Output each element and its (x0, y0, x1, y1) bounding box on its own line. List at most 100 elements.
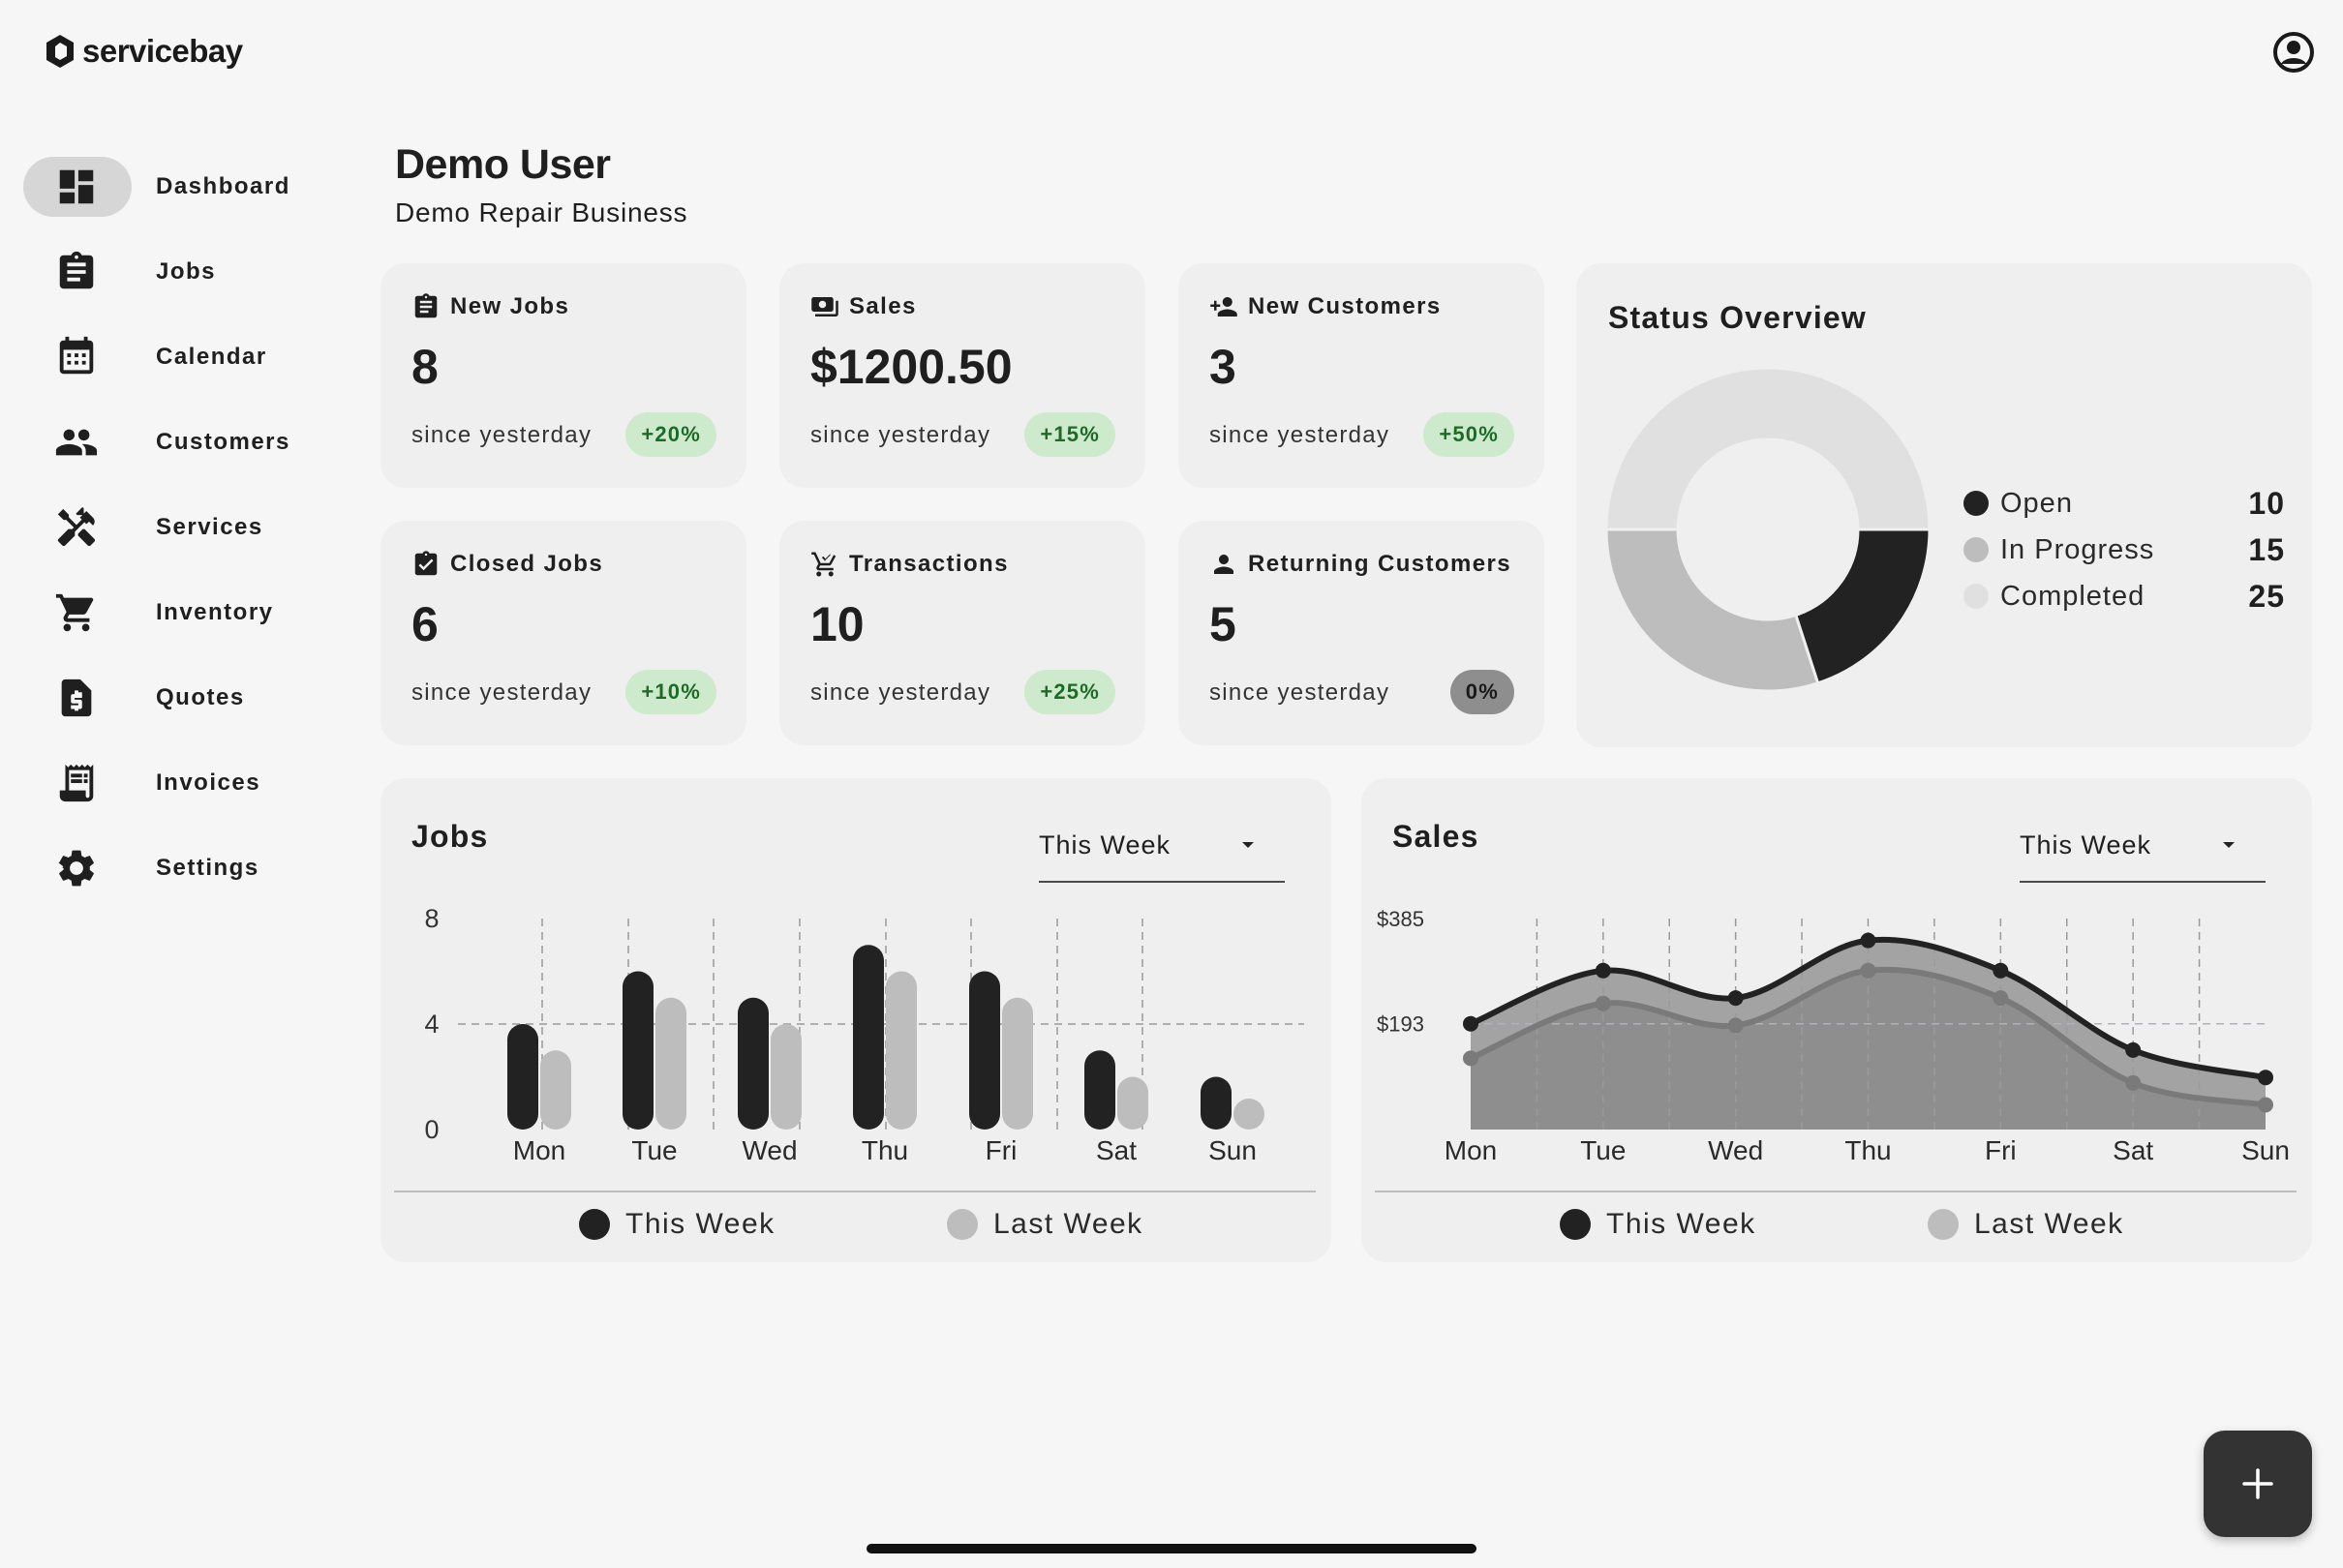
sidebar-item-services[interactable]: Services (21, 476, 331, 561)
stat-value: 8 (411, 340, 439, 394)
sidebar-item-label: Dashboard (156, 173, 290, 199)
legend-row-open: Open 10 (1963, 482, 2285, 525)
x-tick-label: Thu (1844, 1135, 1891, 1165)
legend-dot (1928, 1209, 1959, 1240)
legend-dot (1963, 584, 1989, 609)
period-select[interactable]: This Week (2020, 819, 2266, 883)
legend-dot (1963, 491, 1989, 516)
person-add-icon (1210, 297, 1237, 317)
clipboard-check-icon (414, 551, 438, 576)
legend-label: In Progress (2000, 533, 2155, 565)
legend-label: Last Week (1974, 1208, 2124, 1240)
x-tick-label: Wed (1708, 1135, 1763, 1165)
sidebar-item-inventory[interactable]: Inventory (21, 561, 331, 647)
home-indicator (867, 1544, 1476, 1553)
data-point (1993, 990, 2009, 1007)
x-tick-label: Fri (986, 1135, 1018, 1165)
x-tick-label: Fri (1985, 1135, 2017, 1165)
sidebar-nav: Dashboard Jobs Calendar Customers Servic… (21, 136, 331, 902)
stat-since-label: since yesterday (810, 422, 991, 448)
change-badge: +20% (625, 412, 716, 457)
stat-card-new-customers[interactable]: New Customers 3 since yesterday +50% (1178, 263, 1544, 488)
bar (969, 971, 1000, 1130)
bar (771, 1024, 802, 1130)
change-badge: +25% (1024, 670, 1115, 714)
x-tick-label: Sat (1096, 1135, 1137, 1165)
stat-card-transactions[interactable]: Transactions 10 since yesterday +25% (779, 521, 1145, 745)
x-tick-label: Wed (742, 1135, 797, 1165)
legend-label: This Week (625, 1208, 776, 1240)
stat-since-label: since yesterday (411, 422, 593, 448)
sidebar-item-quotes[interactable]: Quotes (21, 647, 331, 732)
x-tick-label: Sun (2241, 1135, 2290, 1165)
bar (1002, 997, 1033, 1130)
person-icon (1214, 555, 1233, 574)
sidebar-item-invoices[interactable]: Invoices (21, 732, 331, 817)
sidebar-item-dashboard[interactable]: Dashboard (21, 136, 331, 221)
sidebar-item-label: Calendar (156, 344, 267, 370)
stat-since-label: since yesterday (1209, 679, 1390, 706)
data-point (1595, 995, 1611, 1011)
account-icon[interactable] (2272, 31, 2315, 74)
gear-icon (58, 850, 94, 887)
period-select[interactable]: This Week (1039, 819, 1285, 883)
change-badge: +50% (1423, 412, 1514, 457)
chevron-down-icon (1242, 842, 1254, 848)
stat-value: 5 (1209, 597, 1236, 651)
sidebar-item-label: Inventory (156, 599, 274, 625)
data-point (2125, 1041, 2142, 1058)
data-point (2125, 1074, 2142, 1091)
data-point (1463, 1050, 1478, 1067)
legend-label: Last Week (993, 1208, 1143, 1240)
card-title: Status Overview (1608, 300, 1867, 335)
stat-value: 3 (1209, 340, 1236, 394)
donut-slice-in-progress (1604, 528, 1820, 693)
legend-dot (1560, 1209, 1591, 1240)
legend-last-week[interactable]: Last Week (947, 1208, 1143, 1241)
chevron-down-icon (2223, 842, 2235, 848)
active-indicator (23, 157, 132, 217)
add-fab-button[interactable] (2204, 1431, 2312, 1537)
legend-label: Completed (2000, 580, 2145, 612)
legend-this-week[interactable]: This Week (1560, 1208, 1756, 1241)
stat-value: $1200.50 (810, 340, 1013, 394)
app-logo[interactable]: servicebay (44, 33, 243, 70)
sidebar-item-customers[interactable]: Customers (21, 391, 331, 476)
sales-area-chart: $193 $385 Mon Tue Wed Thu Fri Sat Sun (1375, 907, 2297, 1192)
y-tick-label: $193 (1377, 1012, 1424, 1037)
donut-slice-completed (1604, 366, 1932, 531)
stat-card-closed-jobs[interactable]: Closed Jobs 6 since yesterday +10% (380, 521, 746, 745)
legend-value: 15 (2248, 531, 2285, 567)
sidebar-item-calendar[interactable]: Calendar (21, 306, 331, 391)
legend-label: This Week (1606, 1208, 1756, 1240)
selected-period: This Week (2020, 830, 2152, 859)
legend-dot (1963, 537, 1989, 562)
y-tick-label: 0 (424, 1115, 439, 1144)
status-donut-chart (1604, 366, 1932, 693)
jobs-chart-card: Jobs This Week 0 4 8 Mon Tue Wed Thu Fri Sat Sun … (380, 778, 1331, 1262)
selected-period: This Week (1039, 830, 1172, 859)
sidebar-item-label: Customers (156, 429, 290, 455)
bar (1201, 1076, 1232, 1130)
sidebar-item-settings[interactable]: Settings (21, 817, 331, 902)
data-point (1727, 1017, 1744, 1034)
cart-icon (55, 593, 94, 632)
bar (540, 1050, 571, 1130)
bar (886, 971, 917, 1130)
area-last-week (1471, 969, 2266, 1130)
stat-card-new-jobs[interactable]: New Jobs 8 since yesterday +20% (380, 263, 746, 488)
stat-title: Transactions (849, 551, 1009, 577)
stat-title: Closed Jobs (450, 551, 604, 577)
sidebar-item-label: Services (156, 514, 263, 540)
sidebar-item-label: Invoices (156, 769, 261, 796)
sidebar-item-jobs[interactable]: Jobs (21, 221, 331, 306)
legend-this-week[interactable]: This Week (579, 1208, 776, 1241)
legend-last-week[interactable]: Last Week (1928, 1208, 2124, 1241)
data-point (1727, 990, 1744, 1007)
stat-card-returning-customers[interactable]: Returning Customers 5 since yesterday 0% (1178, 521, 1544, 745)
stat-title: New Jobs (450, 293, 570, 319)
stat-card-sales[interactable]: Sales $1200.50 since yesterday +15% (779, 263, 1145, 488)
legend-value: 10 (2248, 485, 2285, 521)
bar (738, 997, 769, 1130)
y-tick-label: 4 (424, 1010, 439, 1039)
